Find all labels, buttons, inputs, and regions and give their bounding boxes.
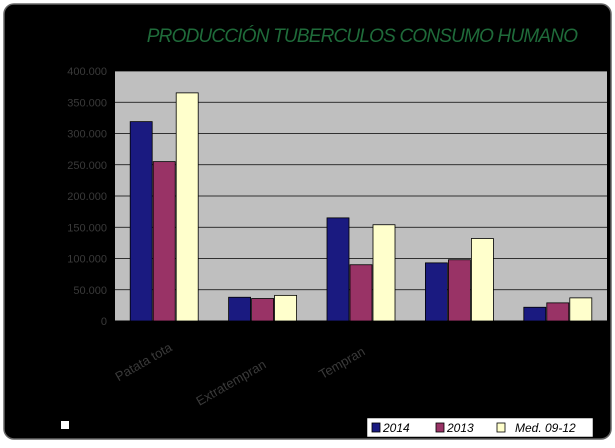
bar-2014-5 [523, 306, 547, 322]
legend-label: 2014 [382, 421, 410, 435]
bar-med-09-12-4 [470, 238, 494, 322]
bar-2014-4 [424, 262, 448, 322]
bar-2014-2 [228, 296, 252, 322]
bar-med-09-12-1 [175, 92, 199, 322]
y-tick-label: 300.000 [67, 129, 107, 141]
y-tick-label: 250.000 [67, 160, 107, 172]
bar-2013-2 [251, 298, 275, 322]
legend-swatch [496, 422, 506, 433]
y-tick-label: 150.000 [67, 222, 107, 234]
legend-swatch [435, 422, 445, 433]
bar-2013-3 [349, 264, 373, 322]
y-tick-label: 100.000 [67, 254, 107, 266]
chart-title: PRODUCCIÓN TUBERCULOS CONSUMO HUMANO [147, 25, 578, 47]
bar-med-09-12-2 [274, 294, 298, 322]
y-axis-ticks: 0 50.000 100.000 150.000 200.000 250.000 300.0… [67, 66, 107, 328]
legend-swatch [371, 422, 381, 433]
bar-med-09-12-5 [569, 297, 593, 322]
legend: 2014 2013 Med. 09-12 [366, 417, 594, 438]
y-tick-label: 0 [101, 316, 107, 328]
y-tick-label: 200.000 [67, 191, 107, 203]
bar-2013-5 [546, 302, 570, 322]
legend-box [366, 417, 594, 438]
bar-med-09-12-3 [372, 224, 396, 322]
corner-marker [61, 421, 69, 429]
bars [129, 92, 593, 322]
bar-2013-1 [152, 161, 176, 322]
bar-2014-1 [129, 121, 153, 322]
legend-label: Med. 09-12 [515, 421, 576, 435]
y-tick-label: 350.000 [67, 97, 107, 109]
bar-2013-4 [447, 259, 471, 322]
legend-label: 2013 [446, 421, 474, 435]
y-tick-label: 50.000 [73, 285, 107, 297]
bar-2014-3 [326, 217, 350, 322]
y-tick-label: 400.000 [67, 66, 107, 78]
